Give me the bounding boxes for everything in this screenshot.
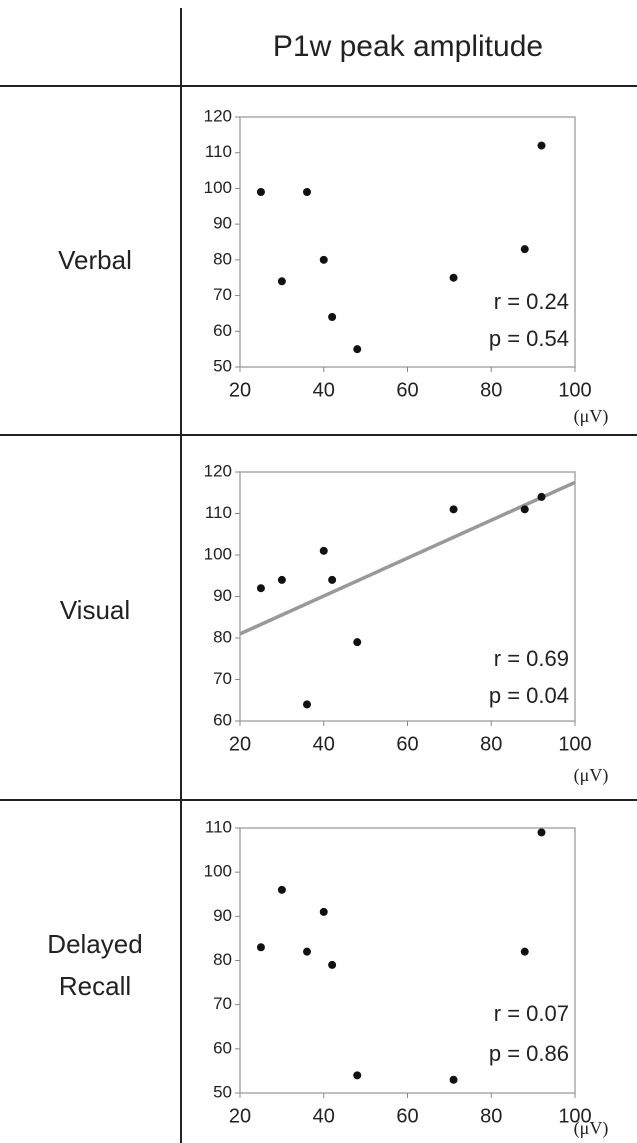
y-tick-label: 100 <box>204 544 232 563</box>
data-point <box>303 947 311 956</box>
y-tick-label: 70 <box>213 285 232 304</box>
data-point <box>449 505 458 514</box>
y-tick-label: 90 <box>213 586 232 605</box>
y-tick-label: 60 <box>213 321 232 340</box>
stat-annotation: r = 0.07 <box>494 1001 569 1026</box>
data-point <box>319 255 328 264</box>
data-point <box>353 1071 362 1080</box>
data-point <box>449 1075 458 1084</box>
data-point <box>449 273 458 282</box>
row-label: Delayed Recall <box>47 929 143 1001</box>
y-tick-label: 50 <box>213 356 232 375</box>
x-tick-label: 40 <box>313 1105 335 1127</box>
y-tick-label: 80 <box>213 950 232 969</box>
x-tick-label: 100 <box>558 379 591 401</box>
x-axis-label: (μV) <box>574 765 609 786</box>
data-point <box>256 584 265 593</box>
x-tick-label: 60 <box>396 379 418 401</box>
x-tick-label: 20 <box>229 1105 251 1127</box>
data-point <box>328 575 337 584</box>
data-point <box>537 828 546 837</box>
y-tick-label: 110 <box>205 503 232 522</box>
data-point <box>277 575 286 584</box>
stat-annotation: r = 0.69 <box>494 646 569 671</box>
y-tick-label: 110 <box>205 817 232 836</box>
y-tick-label: 120 <box>204 461 232 480</box>
data-point <box>353 638 362 647</box>
stat-annotation: p = 0.86 <box>489 1041 569 1066</box>
x-tick-label: 40 <box>313 379 335 401</box>
row-label: Verbal <box>58 245 132 275</box>
data-point <box>328 960 337 969</box>
data-point <box>256 943 265 952</box>
data-point <box>319 546 328 555</box>
stat-annotation: p = 0.54 <box>489 326 569 351</box>
x-tick-label: 80 <box>480 733 502 755</box>
data-point <box>319 907 328 916</box>
data-point <box>520 245 529 254</box>
data-point <box>256 188 265 196</box>
data-point <box>277 277 286 286</box>
x-tick-label: 20 <box>229 379 251 401</box>
data-point <box>520 947 529 956</box>
stat-annotation: r = 0.24 <box>494 289 569 314</box>
y-tick-label: 60 <box>213 1038 232 1057</box>
data-point <box>277 885 286 894</box>
column-header: P1w peak amplitude <box>273 30 543 63</box>
x-tick-label: 20 <box>229 733 251 755</box>
y-tick-label: 110 <box>205 142 232 161</box>
data-point <box>537 492 546 501</box>
data-point <box>303 188 311 196</box>
y-tick-label: 70 <box>213 669 232 688</box>
x-tick-label: 100 <box>558 1105 591 1127</box>
row-label: Visual <box>59 595 131 625</box>
y-tick-label: 80 <box>213 249 232 268</box>
x-axis-label: (μV) <box>574 406 609 427</box>
x-axis-label: (μV) <box>574 1118 609 1139</box>
y-tick-label: 90 <box>213 906 232 925</box>
y-tick-label: 120 <box>204 106 232 125</box>
y-tick-label: 60 <box>213 710 232 729</box>
data-point <box>328 313 337 321</box>
x-tick-label: 60 <box>396 1105 418 1127</box>
x-tick-label: 80 <box>480 379 502 401</box>
trend-line <box>239 480 576 636</box>
data-point <box>537 141 546 150</box>
data-point <box>303 700 311 709</box>
y-tick-label: 100 <box>204 178 232 197</box>
data-point <box>520 505 529 514</box>
y-tick-label: 70 <box>213 994 232 1013</box>
x-tick-label: 100 <box>558 733 591 755</box>
x-tick-label: 60 <box>396 733 418 755</box>
x-tick-label: 80 <box>480 1105 502 1127</box>
stat-annotation: p = 0.04 <box>489 683 569 708</box>
data-point <box>353 345 362 354</box>
y-tick-label: 50 <box>213 1082 232 1101</box>
y-tick-label: 100 <box>204 862 232 881</box>
y-tick-label: 80 <box>213 627 232 646</box>
x-tick-label: 40 <box>313 733 335 755</box>
y-tick-label: 90 <box>213 214 232 233</box>
